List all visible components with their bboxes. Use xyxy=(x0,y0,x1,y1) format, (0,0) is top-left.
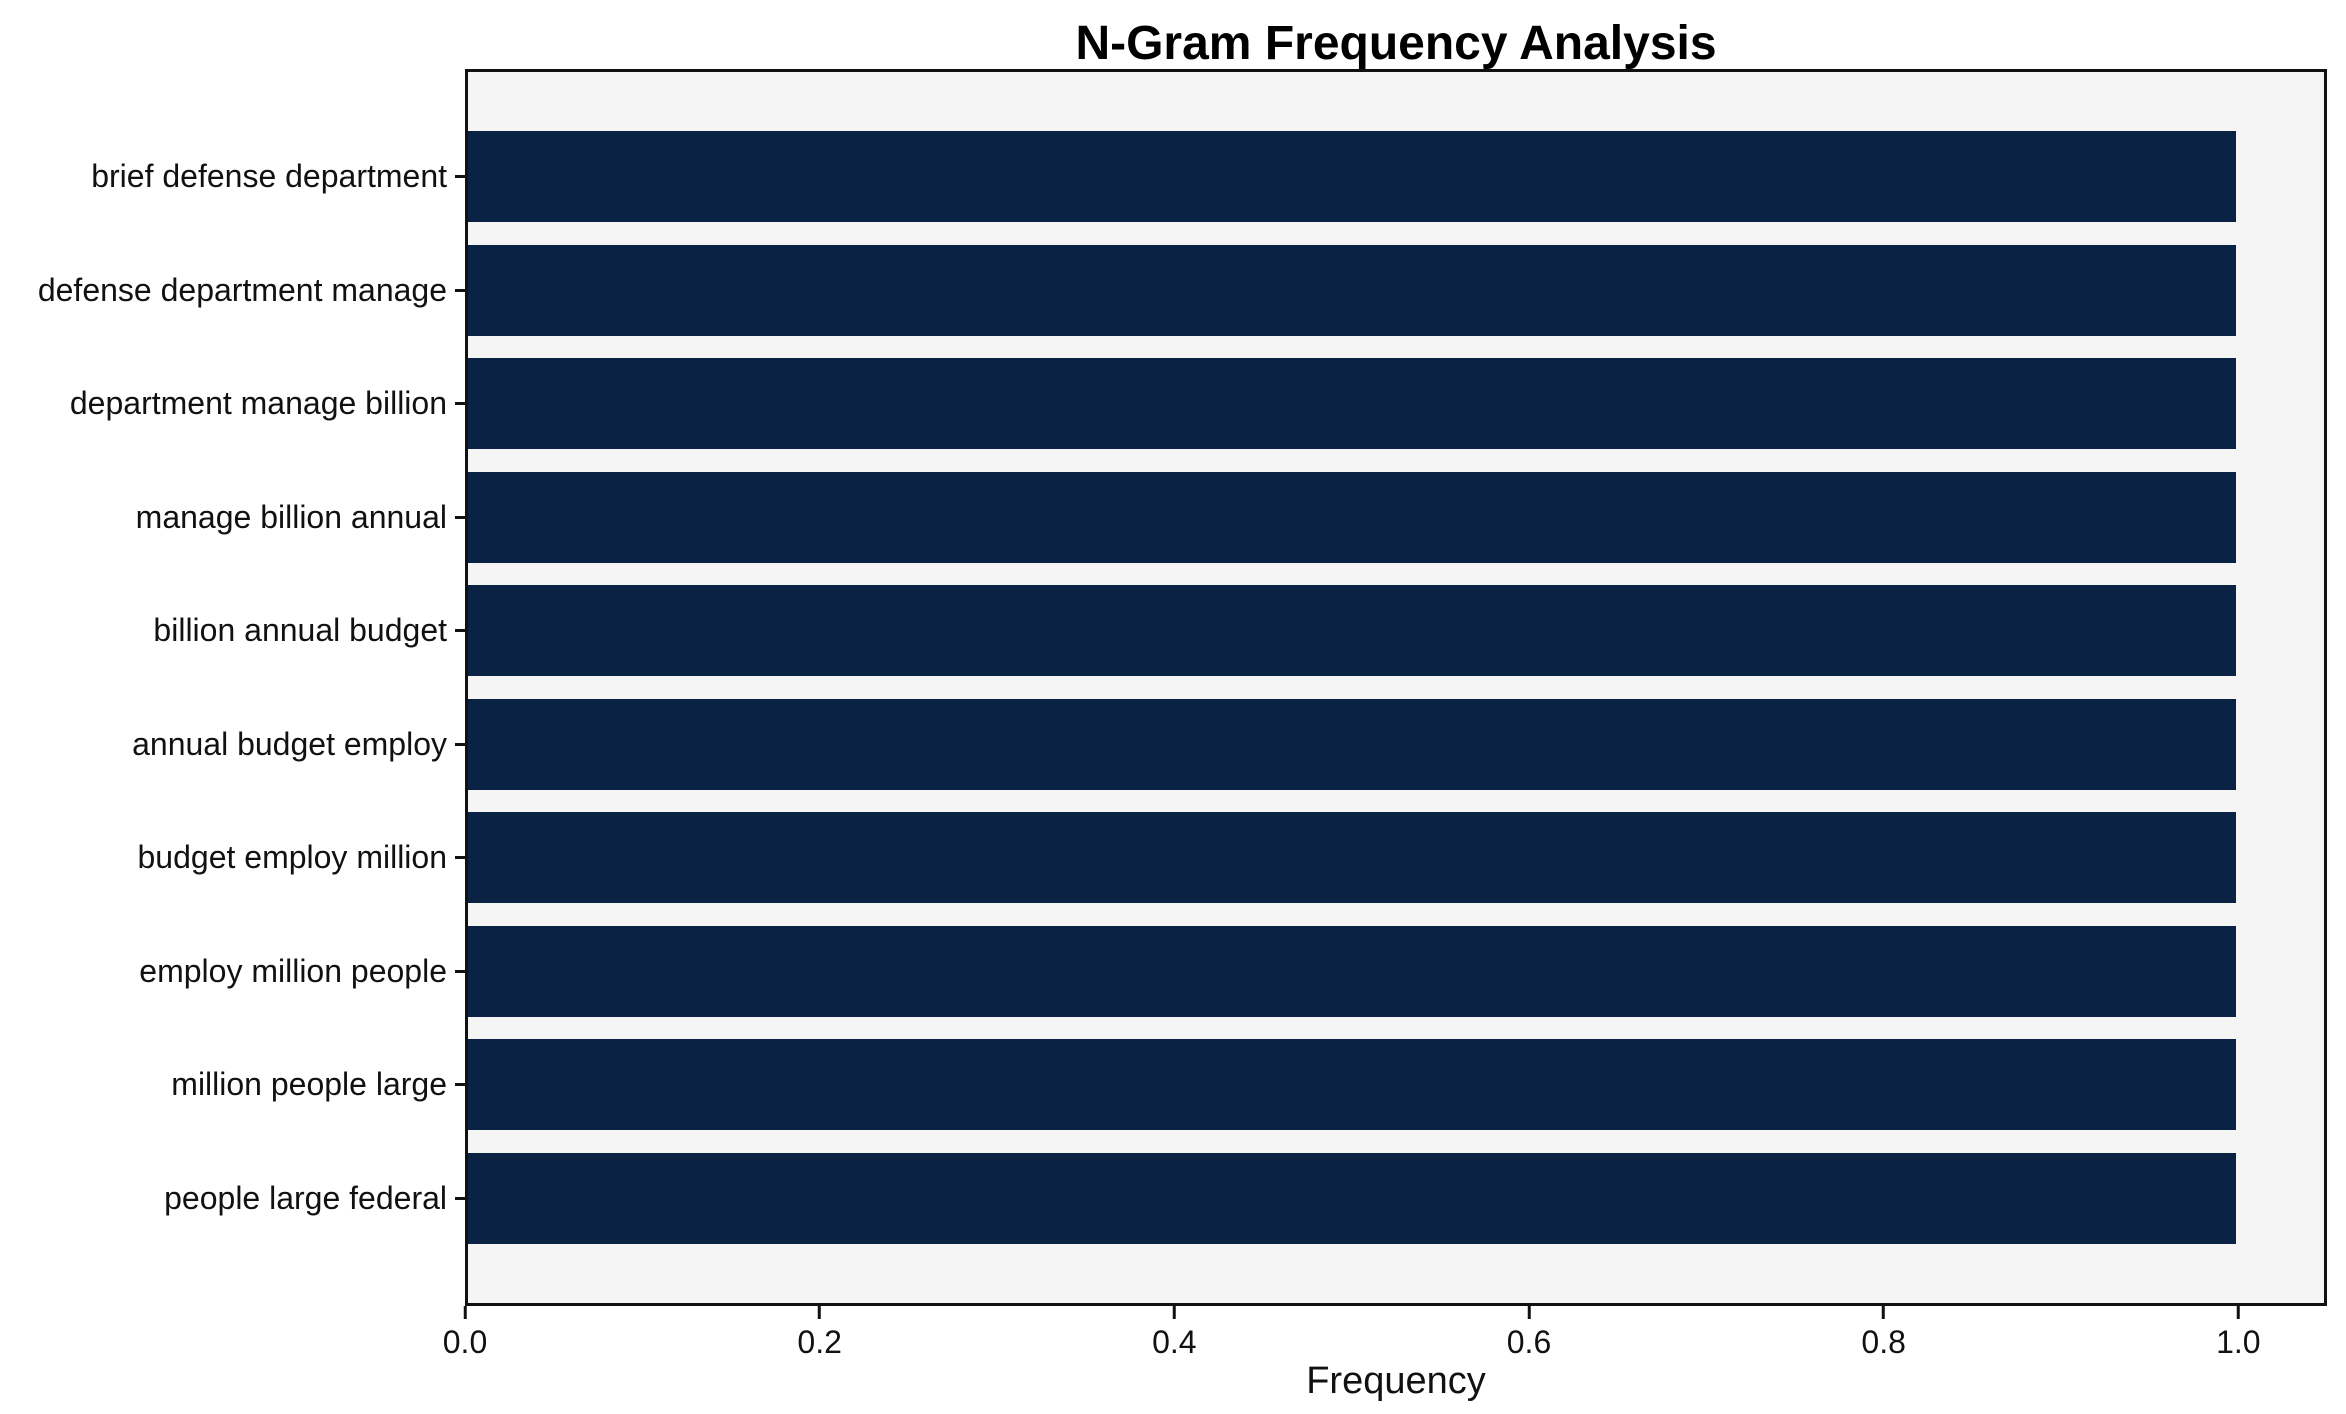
bar-row xyxy=(468,801,2324,915)
y-tick-label: million people large xyxy=(171,1066,447,1103)
y-tick-mark xyxy=(455,1083,465,1087)
bar-row xyxy=(468,234,2324,348)
bar xyxy=(468,925,2236,1017)
y-tick-row: manage billion annual xyxy=(0,461,465,575)
bar xyxy=(468,698,2236,790)
y-tick-row: employ million people xyxy=(0,915,465,1029)
x-tick: 0.0 xyxy=(443,1306,487,1361)
x-tick: 0.4 xyxy=(1152,1306,1197,1361)
y-tick-mark xyxy=(455,402,465,406)
y-tick-label: department manage billion xyxy=(69,385,447,422)
bar-row xyxy=(468,347,2324,461)
bar-row xyxy=(468,688,2324,802)
x-tick-label: 0.0 xyxy=(442,1324,488,1360)
y-tick-mark xyxy=(455,856,465,860)
y-tick-label: budget employ million xyxy=(137,839,448,876)
bar xyxy=(468,244,2236,336)
y-tick-row: annual budget employ xyxy=(0,688,465,802)
bar xyxy=(468,812,2236,904)
x-tick: 0.6 xyxy=(1507,1306,1551,1361)
x-tick-mark xyxy=(1882,1306,1886,1319)
y-tick-mark xyxy=(455,969,465,973)
y-tick-mark xyxy=(455,288,465,292)
x-tick-mark xyxy=(818,1306,822,1319)
x-tick-label: 0.2 xyxy=(797,1324,842,1360)
bar xyxy=(468,131,2236,223)
y-tick-row: brief defense department xyxy=(0,120,465,234)
y-tick-row: people large federal xyxy=(0,1142,465,1256)
bar xyxy=(468,585,2236,677)
x-tick: 1.0 xyxy=(2216,1306,2261,1361)
x-tick: 0.2 xyxy=(797,1306,842,1361)
x-tick-label: 1.0 xyxy=(2216,1324,2261,1360)
y-tick-label: people large federal xyxy=(164,1179,447,1216)
chart-title: N-Gram Frequency Analysis xyxy=(1075,17,1717,70)
bar xyxy=(468,1039,2236,1131)
x-axis: 0.0 0.2 0.4 0.6 0.8 1.0 xyxy=(443,1306,2327,1376)
y-tick-row: billion annual budget xyxy=(0,574,465,688)
bar-row xyxy=(468,461,2324,575)
y-tick-row: budget employ million xyxy=(0,801,465,915)
y-axis-labels: brief defense department defense departme… xyxy=(0,72,465,1303)
y-tick-label: manage billion annual xyxy=(135,498,447,535)
x-tick-mark xyxy=(1172,1306,1176,1319)
x-tick-mark xyxy=(2236,1306,2240,1319)
y-tick-mark xyxy=(455,742,465,746)
y-tick-mark xyxy=(455,175,465,179)
bar-row xyxy=(468,120,2324,234)
y-tick-mark xyxy=(455,1196,465,1200)
y-tick-label: annual budget employ xyxy=(132,725,447,762)
bar-row xyxy=(468,1142,2324,1256)
bar xyxy=(468,1152,2236,1244)
x-axis-label: Frequency xyxy=(1306,1360,1486,1402)
y-tick-mark xyxy=(455,629,465,633)
x-tick: 0.8 xyxy=(1861,1306,1906,1361)
bar-row xyxy=(468,574,2324,688)
x-tick-label: 0.6 xyxy=(1506,1324,1552,1360)
bar xyxy=(468,471,2236,563)
y-tick-label: billion annual budget xyxy=(153,612,447,649)
y-tick-label: employ million people xyxy=(139,952,447,989)
bars-container xyxy=(468,72,2324,1303)
x-tick-mark xyxy=(1527,1306,1531,1319)
bar-row xyxy=(468,915,2324,1029)
y-tick-label: defense department manage xyxy=(37,271,447,308)
y-tick-label: brief defense department xyxy=(91,158,447,195)
bar-row xyxy=(468,1028,2324,1142)
x-tick-mark xyxy=(463,1306,467,1319)
y-tick-row: defense department manage xyxy=(0,234,465,348)
y-tick-mark xyxy=(455,515,465,519)
x-tick-label: 0.4 xyxy=(1152,1324,1197,1360)
plot-area xyxy=(465,69,2327,1306)
x-tick-label: 0.8 xyxy=(1861,1324,1906,1360)
bar xyxy=(468,358,2236,450)
y-tick-row: million people large xyxy=(0,1028,465,1142)
y-tick-row: department manage billion xyxy=(0,347,465,461)
